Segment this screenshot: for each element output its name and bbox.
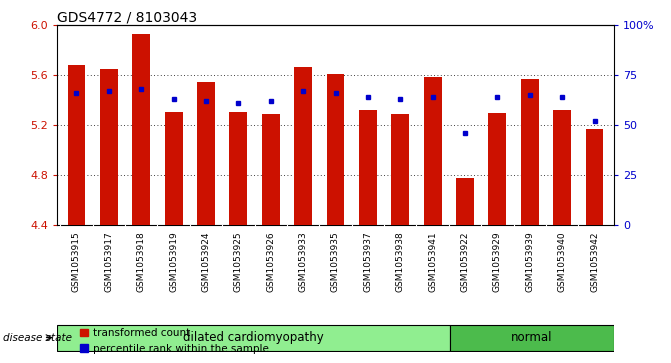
Bar: [450, 325, 614, 351]
Bar: [68, 65, 85, 225]
Bar: [327, 74, 344, 225]
Text: disease state: disease state: [3, 333, 72, 343]
Bar: [262, 114, 280, 225]
Bar: [554, 110, 571, 225]
Bar: [164, 111, 183, 225]
Text: GDS4772 / 8103043: GDS4772 / 8103043: [57, 11, 197, 25]
Bar: [586, 129, 603, 225]
Bar: [100, 69, 117, 225]
Text: normal: normal: [511, 331, 553, 344]
Bar: [423, 77, 442, 225]
Bar: [132, 34, 150, 225]
Bar: [391, 114, 409, 225]
Bar: [521, 79, 539, 225]
Bar: [488, 113, 507, 225]
Legend: transformed count, percentile rank within the sample: transformed count, percentile rank withi…: [76, 324, 273, 358]
Bar: [456, 178, 474, 225]
Bar: [197, 82, 215, 225]
Bar: [294, 66, 312, 225]
Bar: [229, 111, 248, 225]
Text: dilated cardiomyopathy: dilated cardiomyopathy: [183, 331, 324, 344]
Bar: [359, 110, 377, 225]
Bar: [57, 325, 450, 351]
